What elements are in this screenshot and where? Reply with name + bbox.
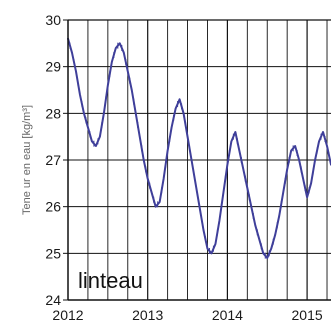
y-tick-label: 30 [45,12,61,28]
x-tick-label: 2013 [132,307,163,323]
y-tick-label: 29 [45,59,61,75]
grid-lines [68,20,331,300]
y-tick-labels: 24 25 26 27 28 29 30 [45,12,68,308]
y-tick-label: 26 [45,199,61,215]
x-tick-label: 2012 [52,307,83,323]
y-axis-label: Tene ur en eau [kg/m³] [21,105,33,215]
y-tick-label: 28 [45,105,61,121]
x-tick-labels: 2012 2013 2014 2015 [52,307,322,323]
y-tick-label: 24 [45,292,61,308]
series-line-group [67,37,331,259]
y-tick-label: 25 [45,245,61,261]
x-tick-label: 2015 [292,307,323,323]
series-line [67,37,331,259]
y-tick-label: 27 [45,152,61,168]
chart-annotation: linteau [78,268,143,293]
x-tick-label: 2014 [212,307,243,323]
